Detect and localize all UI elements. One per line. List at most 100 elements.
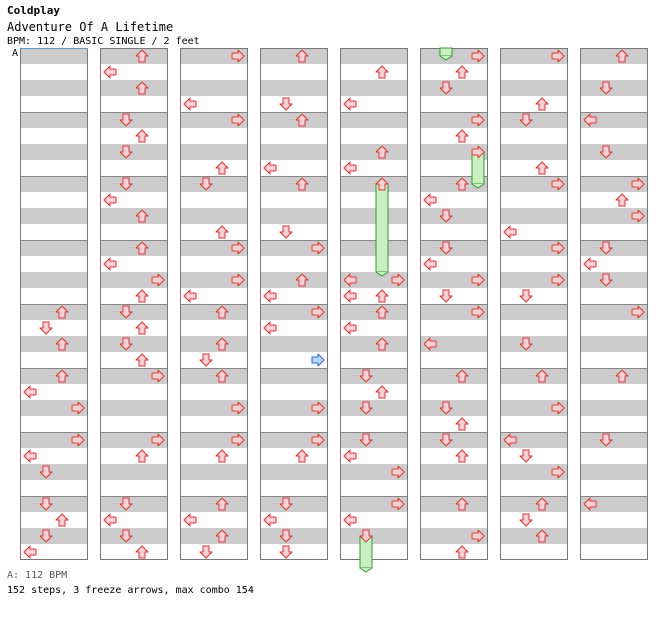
chart-column bbox=[580, 48, 648, 560]
beat-stripe bbox=[580, 144, 648, 160]
step-arrow-down-icon bbox=[199, 177, 213, 191]
step-arrow-right-icon bbox=[231, 273, 245, 287]
step-arrow-up-icon bbox=[615, 369, 629, 383]
beat-stripe bbox=[580, 464, 648, 480]
step-arrow-right-icon bbox=[391, 273, 405, 287]
step-arrow-up-icon bbox=[375, 305, 389, 319]
step-arrow-down-icon bbox=[599, 81, 613, 95]
step-arrow-up-icon bbox=[215, 529, 229, 543]
step-arrow-right-icon bbox=[551, 273, 565, 287]
beat-stripe bbox=[420, 240, 488, 256]
step-arrow-down-icon bbox=[359, 401, 373, 415]
step-arrow-down-icon bbox=[439, 289, 453, 303]
step-arrow-right-icon bbox=[631, 177, 645, 191]
step-arrow-left-icon bbox=[263, 513, 277, 527]
beat-stripe bbox=[20, 496, 88, 512]
beat-stripe bbox=[340, 208, 408, 224]
beat-stripe bbox=[180, 208, 248, 224]
step-arrow-down-icon bbox=[119, 497, 133, 511]
beat-stripe bbox=[580, 368, 648, 384]
beat-stripe bbox=[260, 432, 328, 448]
step-arrow-down-icon bbox=[39, 529, 53, 543]
beat-stripe bbox=[580, 304, 648, 320]
step-arrow-down-icon bbox=[519, 113, 533, 127]
step-arrow-down-icon bbox=[599, 433, 613, 447]
beat-stripe bbox=[500, 272, 568, 288]
beat-stripe bbox=[420, 432, 488, 448]
chart-column bbox=[260, 48, 328, 560]
step-arrow-up-icon bbox=[455, 177, 469, 191]
beat-stripe bbox=[260, 272, 328, 288]
step-arrow-up-icon bbox=[135, 289, 149, 303]
step-arrow-right-icon bbox=[311, 241, 325, 255]
beat-stripe bbox=[180, 176, 248, 192]
beat-stripe bbox=[100, 80, 168, 96]
beat-stripe bbox=[20, 48, 88, 64]
column-border bbox=[340, 48, 408, 560]
step-arrow-right-icon bbox=[551, 49, 565, 63]
step-arrow-right-icon bbox=[311, 401, 325, 415]
step-arrow-left-icon bbox=[103, 193, 117, 207]
beat-stripe bbox=[340, 400, 408, 416]
step-arrow-up-icon bbox=[455, 417, 469, 431]
beat-stripe bbox=[580, 272, 648, 288]
beat-stripe bbox=[180, 496, 248, 512]
step-arrow-up-icon bbox=[135, 449, 149, 463]
beat-stripe bbox=[340, 144, 408, 160]
step-arrow-down-icon bbox=[119, 177, 133, 191]
beat-stripe bbox=[260, 336, 328, 352]
beat-stripe bbox=[180, 144, 248, 160]
step-arrow-down-icon bbox=[519, 337, 533, 351]
step-arrow-up-icon bbox=[455, 129, 469, 143]
step-arrow-up-icon bbox=[535, 161, 549, 175]
step-arrow-up-icon bbox=[135, 353, 149, 367]
step-arrow-up-icon bbox=[455, 497, 469, 511]
beat-stripe bbox=[340, 240, 408, 256]
beat-stripe bbox=[580, 496, 648, 512]
step-arrow-left-icon bbox=[343, 321, 357, 335]
beat-stripe bbox=[180, 304, 248, 320]
bpm-marker-label: A bbox=[12, 48, 19, 59]
step-arrow-down-icon bbox=[519, 289, 533, 303]
beat-stripe bbox=[180, 112, 248, 128]
step-arrow-up-icon bbox=[215, 497, 229, 511]
beat-stripe bbox=[180, 400, 248, 416]
step-arrow-right-icon bbox=[551, 241, 565, 255]
step-arrow-right-icon bbox=[231, 401, 245, 415]
beat-stripe bbox=[180, 336, 248, 352]
step-arrow-left-icon bbox=[343, 513, 357, 527]
beat-stripe bbox=[20, 528, 88, 544]
chart-meta: BPM: 112 / BASIC SINGLE / 2 feet bbox=[7, 36, 200, 47]
step-arrow-left-icon bbox=[343, 289, 357, 303]
beat-stripe bbox=[340, 272, 408, 288]
beat-stripe bbox=[260, 144, 328, 160]
step-arrow-down-icon bbox=[439, 241, 453, 255]
step-arrow-right-icon bbox=[471, 273, 485, 287]
step-arrow-up-icon bbox=[615, 49, 629, 63]
chart-column bbox=[420, 48, 488, 560]
column-border bbox=[180, 48, 248, 560]
step-arrow-right-icon bbox=[231, 113, 245, 127]
freeze-tail bbox=[359, 567, 373, 573]
step-arrow-down-icon bbox=[199, 545, 213, 559]
beat-stripe bbox=[260, 464, 328, 480]
freeze-tail bbox=[471, 183, 485, 189]
beat-stripe bbox=[20, 240, 88, 256]
beat-stripe bbox=[20, 80, 88, 96]
freeze-body bbox=[375, 183, 389, 273]
step-arrow-right-icon bbox=[311, 305, 325, 319]
beat-stripe bbox=[500, 304, 568, 320]
step-arrow-down-icon bbox=[39, 465, 53, 479]
step-arrow-right-icon bbox=[231, 241, 245, 255]
beat-stripe bbox=[100, 176, 168, 192]
step-arrow-up-icon bbox=[215, 225, 229, 239]
freeze-arrow bbox=[375, 183, 389, 277]
beat-stripe bbox=[260, 208, 328, 224]
beat-stripe bbox=[420, 496, 488, 512]
beat-stripe bbox=[180, 464, 248, 480]
beat-stripe bbox=[100, 336, 168, 352]
step-arrow-right-icon bbox=[311, 433, 325, 447]
step-arrow-down-icon bbox=[359, 529, 373, 543]
freeze-tail bbox=[439, 55, 453, 61]
